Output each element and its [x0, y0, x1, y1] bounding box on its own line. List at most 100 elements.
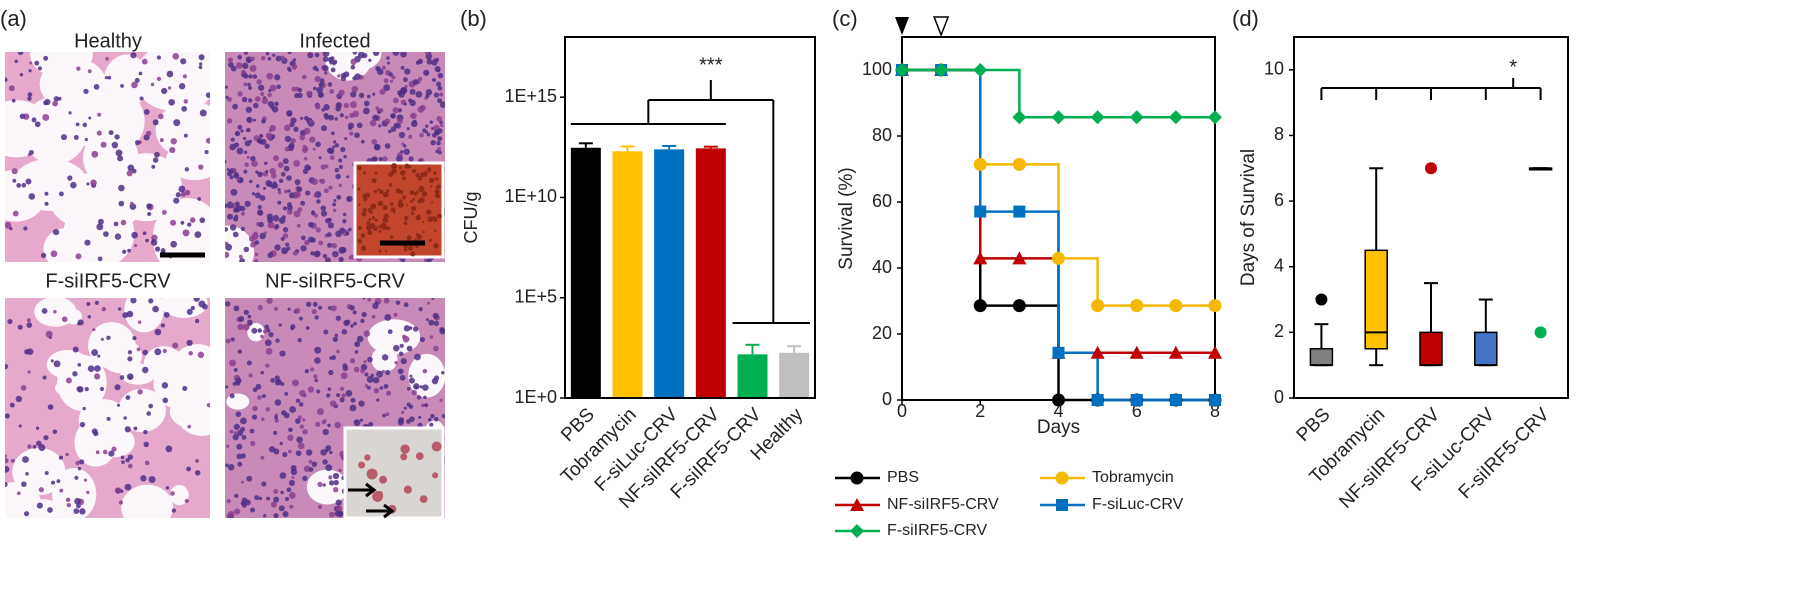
- nucleus: [131, 81, 138, 89]
- nucleus: [437, 136, 443, 142]
- nucleus: [225, 444, 230, 448]
- nucleus: [94, 300, 99, 305]
- nucleus: [392, 107, 399, 114]
- nucleus: [419, 132, 424, 138]
- nucleus: [302, 168, 309, 175]
- nucleus: [321, 125, 328, 132]
- nucleus: [297, 337, 303, 343]
- nucleus: [234, 493, 239, 498]
- nucleus: [400, 358, 407, 365]
- inset-dot: [382, 205, 388, 211]
- step-line: [941, 68, 982, 212]
- nucleus: [323, 329, 329, 335]
- nucleus: [261, 394, 266, 399]
- nucleus: [255, 383, 262, 390]
- nucleus: [311, 210, 315, 214]
- nucleus: [294, 92, 300, 99]
- nucleus: [367, 298, 372, 302]
- nucleus: [429, 335, 434, 339]
- alveolus: [83, 129, 139, 187]
- nucleus: [248, 86, 253, 90]
- nucleus: [260, 370, 265, 375]
- nucleus: [250, 155, 256, 162]
- nucleus: [303, 465, 311, 473]
- y-tick-label: 10: [1264, 59, 1284, 79]
- nucleus: [400, 87, 405, 92]
- nucleus: [353, 366, 360, 373]
- nucleus: [436, 140, 441, 146]
- nucleus: [433, 416, 439, 422]
- nucleus: [199, 62, 203, 66]
- nucleus: [150, 239, 158, 246]
- nucleus: [265, 132, 273, 140]
- nucleus: [368, 421, 374, 427]
- nucleus: [152, 305, 159, 313]
- nucleus: [315, 227, 321, 233]
- nucleus: [312, 147, 316, 151]
- alveolus: [225, 225, 255, 262]
- nucleus: [372, 52, 380, 57]
- nucleus: [414, 353, 421, 361]
- nucleus: [198, 164, 204, 170]
- nucleus: [241, 69, 246, 75]
- nucleus: [246, 360, 252, 366]
- nucleus: [266, 328, 271, 333]
- nucleus: [197, 197, 202, 201]
- dose-marker: [895, 17, 909, 35]
- nucleus: [266, 213, 273, 220]
- nucleus: [290, 324, 296, 330]
- nucleus: [343, 319, 350, 326]
- nucleus: [372, 92, 376, 96]
- y-axis-label: CFU/g: [461, 191, 481, 243]
- y-tick-label: 2: [1274, 321, 1284, 341]
- nucleus: [27, 96, 32, 101]
- nucleus: [77, 386, 84, 393]
- nucleus: [327, 387, 332, 391]
- nucleus: [199, 109, 207, 117]
- nucleus: [197, 351, 205, 359]
- nucleus: [180, 220, 185, 225]
- nucleus: [394, 361, 398, 365]
- nucleus: [137, 320, 142, 324]
- nucleus: [349, 101, 357, 109]
- alveolus: [12, 447, 66, 496]
- nucleus: [238, 315, 245, 322]
- bar: [737, 354, 768, 398]
- nucleus: [431, 132, 437, 138]
- y-tick-label: 80: [872, 125, 892, 145]
- nucleus: [359, 418, 364, 422]
- inset-dot: [430, 201, 434, 204]
- nucleus: [325, 464, 333, 472]
- nucleus: [313, 193, 318, 198]
- inset-dot: [369, 210, 373, 214]
- nucleus: [322, 56, 329, 63]
- nucleus: [397, 419, 404, 426]
- y-tick-label: 1E+10: [504, 186, 557, 206]
- nucleus: [290, 464, 297, 471]
- nucleus: [96, 130, 102, 136]
- nucleus: [300, 235, 306, 241]
- step-line: [941, 68, 982, 165]
- nucleus: [287, 434, 294, 441]
- nucleus: [22, 456, 29, 463]
- nucleus: [318, 156, 322, 160]
- nucleus: [7, 319, 13, 325]
- nucleus: [86, 490, 90, 495]
- x-tick-label: PBS: [1293, 404, 1335, 446]
- y-tick-label: 100: [862, 59, 892, 79]
- nucleus: [388, 72, 393, 77]
- inset-dot: [400, 444, 410, 454]
- nucleus: [254, 495, 260, 501]
- nucleus: [285, 497, 290, 502]
- nucleus: [425, 71, 429, 75]
- nucleus: [319, 78, 325, 84]
- nucleus: [235, 411, 242, 417]
- nucleus: [248, 139, 253, 144]
- nucleus: [383, 84, 391, 92]
- nucleus: [175, 192, 181, 198]
- nucleus: [120, 219, 127, 226]
- nucleus: [426, 58, 433, 65]
- nucleus: [395, 155, 403, 163]
- nucleus: [72, 346, 79, 353]
- nucleus: [43, 100, 49, 106]
